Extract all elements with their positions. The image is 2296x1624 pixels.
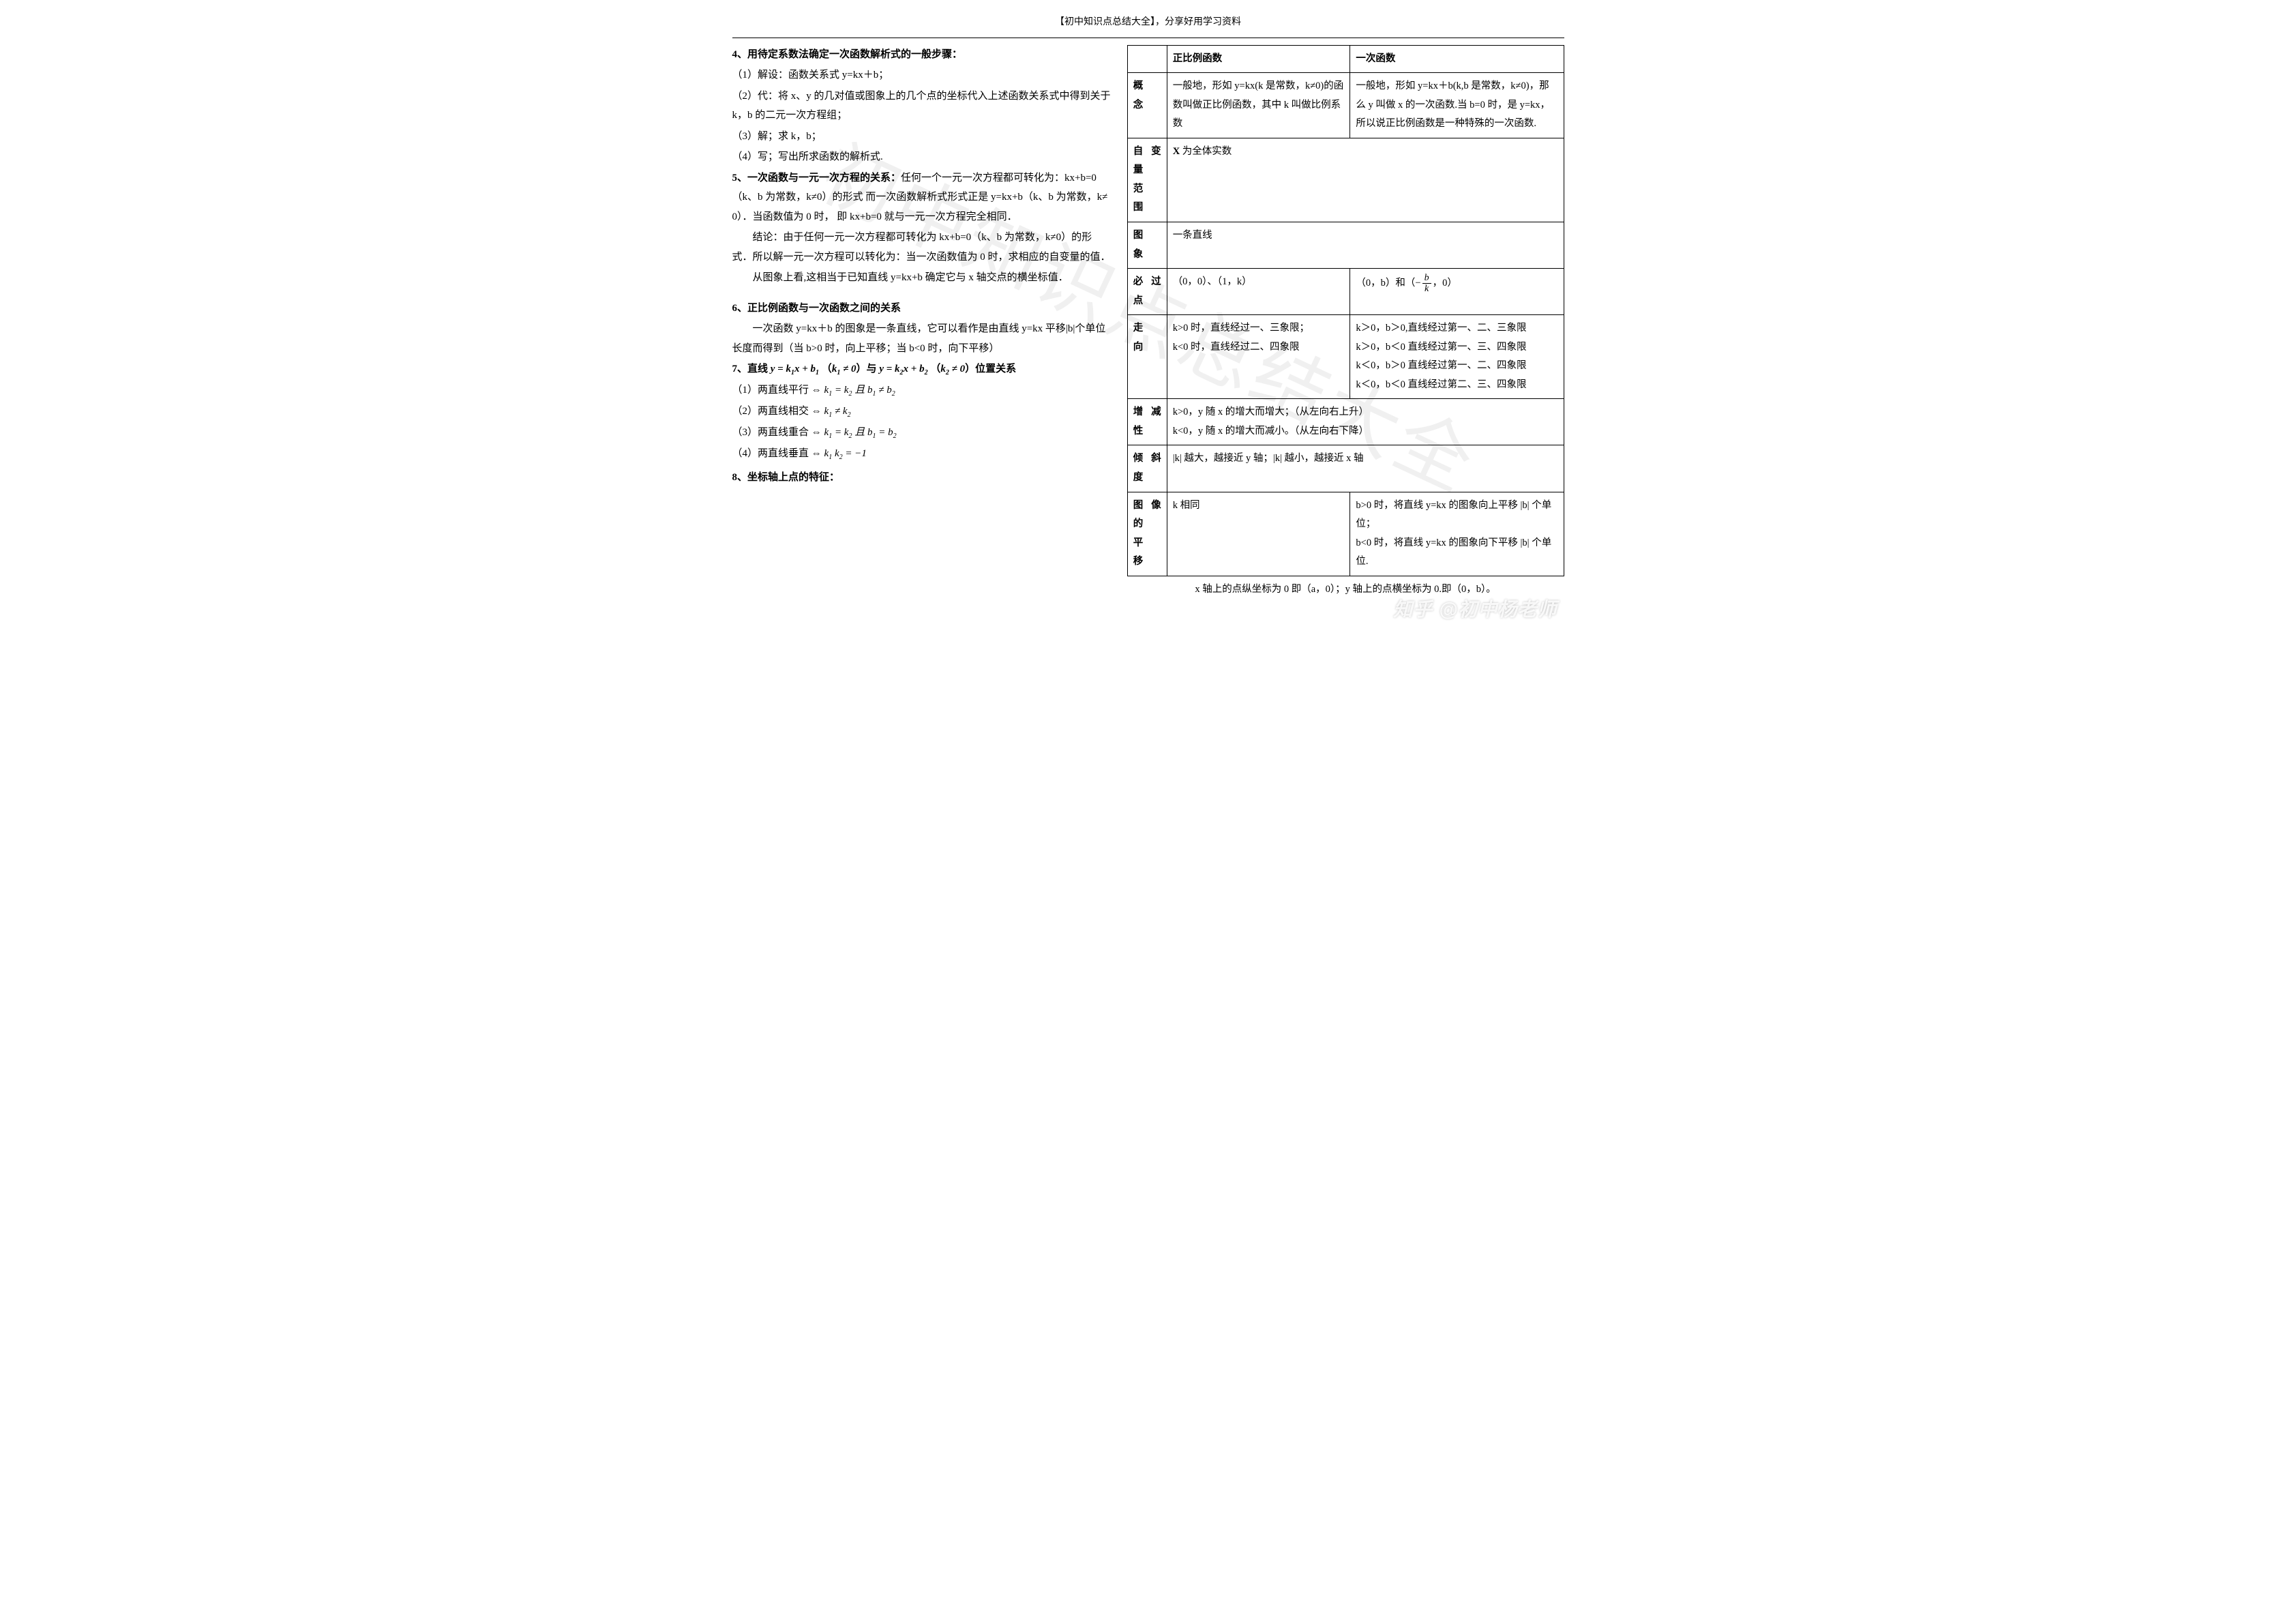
row-concept: 概 念 一般地，形如 y=kx(k 是常数，k≠0)的函数叫做正比例函数，其中 … <box>1127 73 1564 138</box>
cell-label-graph: 图 象 <box>1127 222 1167 268</box>
s7-mid2: ）与 <box>856 364 880 374</box>
s7-2-label: （2）两直线相交 <box>732 406 809 417</box>
cell-label-monotone: 增减性 <box>1127 399 1167 445</box>
section-8-title: 8、坐标轴上点的特征： <box>732 468 1112 488</box>
section-7-item4: （4）两直线垂直 ⇔ k1 k2 = −1 <box>732 444 1112 464</box>
row-direction: 走 向 k>0 时，直线经过一、三象限； k<0 时，直线经过二、四象限 k＞0… <box>1127 315 1564 399</box>
row-shift: 图像的平 移 k 相同 b>0 时，将直线 y=kx 的图象向上平移 |b| 个… <box>1127 492 1564 576</box>
cell-domain-value: X 为全体实数 <box>1167 138 1564 222</box>
section-4-step1: （1）解设：函数关系式 y=kx＋b； <box>732 65 1112 85</box>
spacer <box>732 289 1112 297</box>
cell-label-points: 必过点 <box>1127 269 1167 315</box>
eq-y1: y = k1x + b1 <box>771 364 819 374</box>
fraction-b-over-k: bk <box>1422 273 1431 295</box>
corner-watermark: 知乎 @初中杨老师 <box>1393 591 1557 628</box>
cell-label-concept: 概 念 <box>1127 73 1167 138</box>
cell-points-linear: （0，b）和（−bk，0） <box>1350 269 1564 315</box>
pts-b: ，0） <box>1433 278 1457 289</box>
eq-perp: k1 k2 = −1 <box>824 448 867 459</box>
section-7-item3: （3）两直线重合 ⇔ k1 = k2 且 b1 = b2 <box>732 423 1112 443</box>
section-7-item1: （1）两直线平行 ⇔ k1 = k2 且 b1 ≠ b2 <box>732 381 1112 400</box>
domain-l2: 范 围 <box>1133 183 1153 213</box>
cell-label-shift: 图像的平 移 <box>1127 492 1167 576</box>
hdr-blank <box>1127 45 1167 73</box>
s7-1-label: （1）两直线平行 <box>732 385 809 396</box>
two-column-layout: 4、用待定系数法确定一次函数解析式的一般步骤： （1）解设：函数关系式 y=kx… <box>732 45 1564 600</box>
eq-k2: k2 ≠ 0 <box>940 364 965 374</box>
cell-slope-value: |k| 越大，越接近 y 轴；|k| 越小，越接近 x 轴 <box>1167 445 1564 492</box>
section-5-title: 5、一次函数与一元一次方程的关系： <box>732 173 901 183</box>
cell-graph-value: 一条直线 <box>1167 222 1564 268</box>
eq-coincide: k1 = k2 且 b1 = b2 <box>824 427 897 438</box>
s7-3-label: （3）两直线重合 <box>732 427 809 438</box>
hdr-linear: 一次函数 <box>1350 45 1564 73</box>
row-slope: 倾斜度 |k| 越大，越接近 y 轴；|k| 越小，越接近 x 轴 <box>1127 445 1564 492</box>
row-graph: 图 象 一条直线 <box>1127 222 1564 268</box>
cell-shift-prop: k 相同 <box>1167 492 1350 576</box>
row-points: 必过点 （0，0）、（1，k） （0，b）和（−bk，0） <box>1127 269 1564 315</box>
shift-l1: 图像的 <box>1133 500 1161 530</box>
table-header-row: 正比例函数 一次函数 <box>1127 45 1564 73</box>
domain-l1: 自变量 <box>1133 146 1161 176</box>
row-domain: 自变量范 围 X 为全体实数 <box>1127 138 1564 222</box>
cell-concept-prop: 一般地，形如 y=kx(k 是常数，k≠0)的函数叫做正比例函数，其中 k 叫做… <box>1167 73 1350 138</box>
cell-label-direction: 走 向 <box>1127 315 1167 399</box>
s7-pre: 7、直线 <box>732 364 771 374</box>
section-5-body3: 从图象上看,这相当于已知直线 y=kx+b 确定它与 x 轴交点的横坐标值． <box>732 268 1112 288</box>
eq-intersect: k1 ≠ k2 <box>824 406 851 417</box>
shift-l2: 平 移 <box>1133 537 1153 567</box>
section-7-item2: （2）两直线相交 ⇔ k1 ≠ k2 <box>732 402 1112 422</box>
comparison-table: 正比例函数 一次函数 概 念 一般地，形如 y=kx(k 是常数，k≠0)的函数… <box>1127 45 1564 576</box>
section-5: 5、一次函数与一元一次方程的关系：任何一个一元一次方程都可转化为：kx+b=0（… <box>732 168 1112 227</box>
cell-direction-prop: k>0 时，直线经过一、三象限； k<0 时，直线经过二、四象限 <box>1167 315 1350 399</box>
cell-label-slope: 倾斜度 <box>1127 445 1167 492</box>
section-4-step2: （2）代：将 x、y 的几对值或图象上的几个点的坐标代入上述函数关系式中得到关于… <box>732 87 1112 126</box>
cell-monotone-value: k>0，y 随 x 的增大而增大；（从左向右上升） k<0，y 随 x 的增大而… <box>1167 399 1564 445</box>
right-column: 正比例函数 一次函数 概 念 一般地，形如 y=kx(k 是常数，k≠0)的函数… <box>1127 45 1564 600</box>
s7-mid3: （ <box>930 364 940 374</box>
page-header: 【初中知识点总结大全】，分享好用学习资料 <box>732 14 1564 38</box>
eq-parallel: k1 = k2 且 b1 ≠ b2 <box>824 385 895 396</box>
cell-points-prop: （0，0）、（1，k） <box>1167 269 1350 315</box>
cell-direction-linear: k＞0，b＞0,直线经过第一、二、三象限 k＞0，b＜0 直线经过第一、三、四象… <box>1350 315 1564 399</box>
cell-label-domain: 自变量范 围 <box>1127 138 1167 222</box>
s7-after: ）位置关系 <box>965 364 1016 374</box>
s7-mid: （ <box>822 364 832 374</box>
eq-y2: y = k2x + b2 <box>879 364 927 374</box>
hdr-proportional: 正比例函数 <box>1167 45 1350 73</box>
cell-concept-linear: 一般地，形如 y=kx＋b(k,b 是常数，k≠0)，那么 y 叫做 x 的一次… <box>1350 73 1564 138</box>
section-6-title: 6、正比例函数与一次函数之间的关系 <box>732 299 1112 319</box>
cell-shift-linear: b>0 时，将直线 y=kx 的图象向上平移 |b| 个单位； b<0 时，将直… <box>1350 492 1564 576</box>
row-monotone: 增减性 k>0，y 随 x 的增大而增大；（从左向右上升） k<0，y 随 x … <box>1127 399 1564 445</box>
section-4-step3: （3）解；求 k，b； <box>732 127 1112 147</box>
section-7-title: 7、直线 y = k1x + b1 （k1 ≠ 0）与 y = k2x + b2… <box>732 359 1112 379</box>
pts-a: （0，b）和（− <box>1356 278 1420 289</box>
page-container: 初中知识点总结大全 【初中知识点总结大全】，分享好用学习资料 4、用待定系数法确… <box>712 0 1585 640</box>
section-4-title: 4、用待定系数法确定一次函数解析式的一般步骤： <box>732 45 1112 65</box>
left-column: 4、用待定系数法确定一次函数解析式的一般步骤： （1）解设：函数关系式 y=kx… <box>732 45 1115 600</box>
section-5-body2: 结论：由于任何一元一次方程都可转化为 kx+b=0（k、b 为常数，k≠0）的形… <box>732 228 1112 267</box>
eq-k1: k1 ≠ 0 <box>832 364 856 374</box>
section-6-body: 一次函数 y=kx＋b 的图象是一条直线，它可以看作是由直线 y=kx 平移|b… <box>732 319 1112 358</box>
s7-4-label: （4）两直线垂直 <box>732 448 809 459</box>
section-4-step4: （4）写；写出所求函数的解析式. <box>732 147 1112 167</box>
